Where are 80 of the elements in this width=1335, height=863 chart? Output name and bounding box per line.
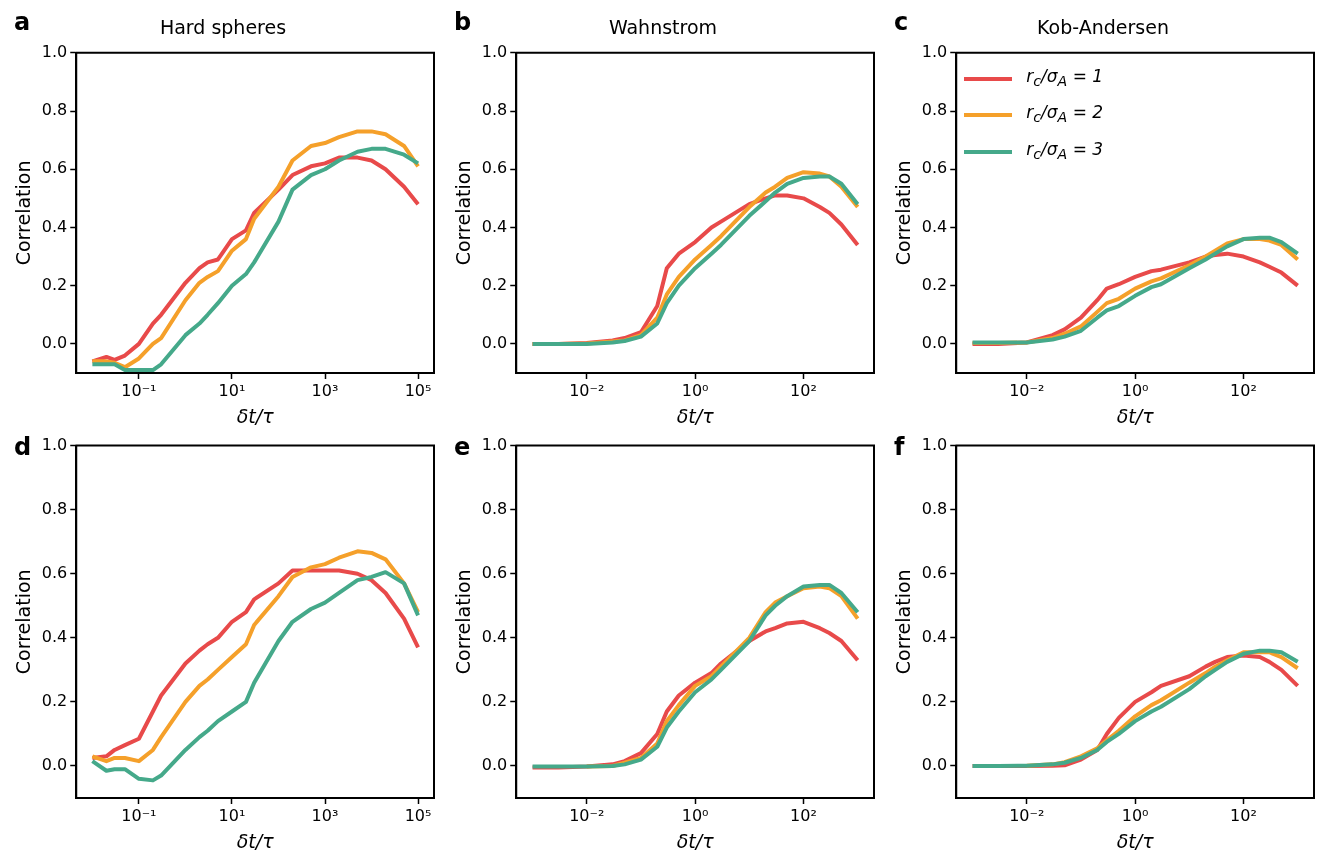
x-tick-label: 10²: [1230, 805, 1257, 825]
y-tick-label: 0.0: [921, 333, 948, 353]
chart-title: Hard spheres: [159, 16, 287, 39]
chart-title: Wahnstrom: [608, 16, 718, 39]
y-tick-label: 0.2: [481, 691, 508, 711]
y-tick-label: 0.2: [921, 691, 948, 711]
x-tick-label: 10⁻²: [569, 805, 605, 825]
y-tick-label: 0.8: [481, 498, 508, 518]
y-tick-label: 0.2: [481, 274, 508, 294]
y-tick-label: 0.4: [41, 216, 68, 236]
x-axis-title: δt/τ: [676, 829, 715, 852]
y-tick-label: 0.0: [41, 755, 68, 775]
x-tick-label: 10²: [790, 380, 817, 400]
y-tick-label: 0.2: [41, 274, 68, 294]
y-tick-label: 0.0: [41, 333, 68, 353]
y-tick-label: 0.0: [921, 755, 948, 775]
x-tick-label: 10⁻²: [569, 380, 605, 400]
y-tick-label: 0.2: [921, 274, 948, 294]
text: e: [454, 433, 471, 462]
x-tick-label: 10⁵: [404, 805, 432, 825]
y-axis-title: Correlation: [452, 160, 475, 266]
text: d: [14, 433, 32, 462]
y-tick-label: 0.6: [921, 562, 948, 582]
y-tick-label: 1.0: [481, 434, 508, 454]
x-tick-label: 10⁰: [1121, 380, 1149, 400]
y-tick-label: 0.6: [921, 158, 948, 178]
y-tick-label: 0.8: [41, 100, 68, 120]
y-tick-label: 1.0: [481, 41, 508, 61]
x-tick-label: 10⁻¹: [121, 380, 157, 400]
y-tick-label: 0.6: [481, 158, 508, 178]
y-tick-label: 0.4: [921, 216, 948, 236]
y-tick-label: 0.4: [921, 626, 948, 646]
x-tick-label: 10⁰: [681, 805, 709, 825]
x-tick-label: 10⁻²: [1009, 380, 1045, 400]
y-tick-label: 0.4: [41, 626, 68, 646]
y-tick-label: 0.6: [481, 562, 508, 582]
y-tick-label: 0.8: [921, 100, 948, 120]
x-axis-title: δt/τ: [236, 829, 275, 852]
x-tick-label: 10⁻²: [1009, 805, 1045, 825]
y-tick-label: 0.6: [41, 158, 68, 178]
x-tick-label: 10²: [790, 805, 817, 825]
y-tick-label: 1.0: [41, 41, 68, 61]
y-axis-title: Correlation: [12, 569, 35, 675]
x-tick-label: 10⁵: [404, 380, 432, 400]
x-axis-title: δt/τ: [1116, 829, 1155, 852]
x-tick-label: 10¹: [218, 805, 246, 825]
y-tick-label: 0.6: [41, 562, 68, 582]
y-tick-label: 0.8: [41, 498, 68, 518]
y-tick-label: 0.2: [41, 691, 68, 711]
y-axis-title: Correlation: [452, 569, 475, 675]
y-tick-label: 1.0: [41, 434, 68, 454]
legend-label: r$_{c}$/σ$_{A}$ = 2: [1026, 101, 1104, 128]
y-tick-label: 0.8: [921, 498, 948, 518]
x-axis-title: δt/τ: [676, 404, 715, 427]
text: b: [454, 8, 472, 37]
x-tick-label: 10²: [1230, 380, 1257, 400]
x-tick-label: 10⁻¹: [121, 805, 157, 825]
x-tick-label: 10³: [311, 380, 339, 400]
text: f: [894, 433, 905, 462]
x-tick-label: 10¹: [218, 380, 246, 400]
legend-label: r$_{c}$/σ$_{A}$ = 1: [1026, 64, 1104, 92]
y-tick-label: 0.0: [481, 755, 508, 775]
x-axis-title: δt/τ: [236, 404, 275, 427]
text: a: [14, 8, 31, 37]
x-tick-label: 10⁰: [681, 380, 709, 400]
y-axis-title: Correlation: [12, 160, 35, 266]
y-axis-title: Correlation: [892, 569, 915, 675]
y-tick-label: 1.0: [921, 434, 948, 454]
y-tick-label: 0.0: [481, 333, 508, 353]
y-tick-label: 0.4: [481, 626, 508, 646]
x-axis-title: δt/τ: [1116, 404, 1155, 427]
x-tick-label: 10³: [311, 805, 339, 825]
chart-title: Kob-Andersen: [1037, 16, 1169, 39]
x-tick-label: 10⁰: [1121, 805, 1149, 825]
text: c: [894, 8, 909, 37]
y-tick-label: 0.4: [481, 216, 508, 236]
y-axis-title: Correlation: [892, 160, 915, 266]
y-tick-label: 0.8: [481, 100, 508, 120]
y-tick-label: 1.0: [921, 41, 948, 61]
legend-label: r$_{c}$/σ$_{A}$ = 3: [1026, 137, 1104, 164]
